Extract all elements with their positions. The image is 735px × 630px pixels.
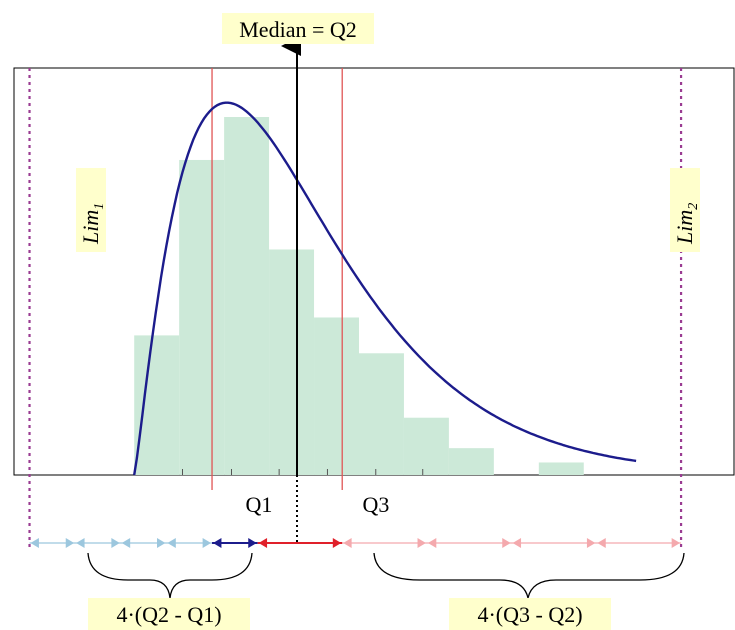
lower-fence-arrow-right-1 xyxy=(65,538,75,548)
q2-q3-arrow-left xyxy=(258,538,268,548)
histogram-bar-3 xyxy=(224,117,270,475)
quartile-lines xyxy=(211,68,343,490)
q2-q3-arrow-right xyxy=(332,538,342,548)
lim2-label-bg xyxy=(670,168,700,252)
median-label: Median = Q2 xyxy=(239,17,357,42)
lower-fence-label-bg xyxy=(88,598,250,630)
upper-fence-arrow-right-1 xyxy=(417,538,426,548)
density-curve-path xyxy=(133,101,637,476)
density-curve xyxy=(133,101,637,476)
lim1-label: Lim1 xyxy=(78,203,107,245)
histogram xyxy=(134,117,584,475)
histogram-bar-10 xyxy=(538,462,584,475)
q1-q2-arrow-right xyxy=(248,538,257,548)
histogram-bar-8 xyxy=(448,448,494,475)
lower-fence-arrow-left-4 xyxy=(167,538,176,548)
q1-q2-arrow-left xyxy=(213,538,222,548)
upper-fence-arrow-left-3 xyxy=(512,538,522,548)
histogram-bar-5 xyxy=(314,317,359,475)
upper-fence-label-bg xyxy=(449,598,611,630)
lower-fence-arrow-left-1 xyxy=(30,538,39,548)
upper-fence-arrow-left-1 xyxy=(343,538,352,548)
lower-fence-arrow-right-4 xyxy=(202,538,212,548)
lim2-label: Lim2 xyxy=(672,203,701,245)
upper-fence-brace xyxy=(373,552,685,599)
histogram-bar-6 xyxy=(358,353,404,475)
lower-fence-arrow-right-2 xyxy=(111,538,120,548)
median-label-bg xyxy=(222,13,374,44)
lower-fence-arrow-left-3 xyxy=(121,538,131,548)
q3-label: Q3 xyxy=(363,492,390,517)
histogram-bar-4 xyxy=(269,249,315,475)
lower-fence-label: 4·(Q2 - Q1) xyxy=(116,602,221,627)
upper-fence-arrow-right-2 xyxy=(502,538,511,548)
lower-fence-brace xyxy=(87,552,253,599)
upper-fence-arrow-right-3 xyxy=(586,538,596,548)
upper-fence-arrow-right-4 xyxy=(671,538,681,548)
upper-fence-label: 4·(Q3 - Q2) xyxy=(477,602,582,627)
histogram-bar-2 xyxy=(179,159,225,475)
histogram-bar-7 xyxy=(403,417,449,475)
fence-arrows xyxy=(29,538,682,548)
axis-ticks xyxy=(182,469,424,475)
lim1-label-bg xyxy=(76,168,106,252)
q1-label: Q1 xyxy=(246,492,273,517)
histogram-bar-1 xyxy=(134,335,180,475)
upper-fence-arrow-left-4 xyxy=(597,538,606,548)
upper-fence-arrow-left-2 xyxy=(427,538,437,548)
limit-lines xyxy=(28,68,683,550)
lower-fence-arrow-right-3 xyxy=(157,538,166,548)
lower-fence-arrow-left-2 xyxy=(76,538,85,548)
